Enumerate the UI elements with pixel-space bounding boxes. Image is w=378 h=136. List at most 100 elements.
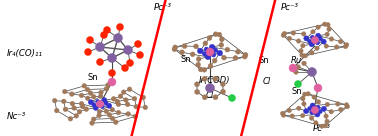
Circle shape xyxy=(98,94,103,99)
Circle shape xyxy=(294,70,298,74)
Circle shape xyxy=(315,41,320,45)
Circle shape xyxy=(91,94,96,99)
Text: Pc⁻³: Pc⁻³ xyxy=(313,124,331,133)
Text: Nc⁻³: Nc⁻³ xyxy=(7,112,26,121)
Circle shape xyxy=(314,84,322,92)
Circle shape xyxy=(104,109,108,114)
Circle shape xyxy=(220,37,224,42)
Circle shape xyxy=(134,104,139,109)
Circle shape xyxy=(228,95,235,101)
Circle shape xyxy=(309,42,314,47)
Circle shape xyxy=(204,47,209,52)
Circle shape xyxy=(312,95,316,99)
Text: Sn: Sn xyxy=(88,73,98,82)
Circle shape xyxy=(322,22,327,26)
Circle shape xyxy=(85,49,91,55)
Circle shape xyxy=(327,27,331,31)
Circle shape xyxy=(202,51,207,56)
Circle shape xyxy=(116,102,121,107)
Text: Pc⁻³: Pc⁻³ xyxy=(281,3,299,12)
Circle shape xyxy=(316,25,320,29)
Circle shape xyxy=(310,51,314,55)
Text: Pc⁻³: Pc⁻³ xyxy=(154,3,172,12)
Circle shape xyxy=(118,94,123,99)
Circle shape xyxy=(213,32,218,37)
Circle shape xyxy=(127,87,132,92)
Circle shape xyxy=(209,44,215,50)
Circle shape xyxy=(74,114,79,118)
Circle shape xyxy=(280,111,285,116)
Circle shape xyxy=(343,44,348,49)
Circle shape xyxy=(212,58,217,63)
Circle shape xyxy=(173,45,178,50)
Circle shape xyxy=(345,104,350,109)
Circle shape xyxy=(309,116,314,120)
Circle shape xyxy=(126,112,130,116)
Circle shape xyxy=(124,46,133,55)
Circle shape xyxy=(85,96,90,101)
Circle shape xyxy=(314,121,318,125)
Circle shape xyxy=(124,98,128,102)
Circle shape xyxy=(115,99,119,104)
Circle shape xyxy=(219,43,224,47)
Circle shape xyxy=(88,91,93,95)
Circle shape xyxy=(318,37,322,41)
Circle shape xyxy=(195,89,200,94)
Circle shape xyxy=(196,62,201,67)
Circle shape xyxy=(302,92,307,96)
Circle shape xyxy=(92,103,96,107)
Circle shape xyxy=(79,93,84,98)
Circle shape xyxy=(296,39,301,43)
Circle shape xyxy=(344,43,349,47)
Circle shape xyxy=(233,55,238,60)
Circle shape xyxy=(299,49,303,53)
Circle shape xyxy=(112,97,116,101)
Circle shape xyxy=(97,113,101,118)
Circle shape xyxy=(110,107,115,112)
Circle shape xyxy=(203,41,208,46)
Circle shape xyxy=(211,52,216,57)
Text: Sn: Sn xyxy=(181,55,191,64)
Circle shape xyxy=(225,47,230,52)
Circle shape xyxy=(281,33,285,37)
Circle shape xyxy=(127,60,133,67)
Circle shape xyxy=(325,32,329,37)
Circle shape xyxy=(93,105,98,110)
Circle shape xyxy=(125,102,130,107)
Circle shape xyxy=(306,92,310,96)
Circle shape xyxy=(113,120,118,124)
Circle shape xyxy=(198,67,203,72)
Circle shape xyxy=(77,109,82,114)
Circle shape xyxy=(308,106,312,111)
Circle shape xyxy=(180,50,184,55)
Circle shape xyxy=(63,107,68,112)
Circle shape xyxy=(96,99,100,104)
Circle shape xyxy=(96,42,104,52)
Circle shape xyxy=(213,76,218,81)
Circle shape xyxy=(68,117,73,121)
Circle shape xyxy=(62,99,66,104)
Circle shape xyxy=(79,101,84,106)
Circle shape xyxy=(106,83,110,87)
Circle shape xyxy=(99,90,103,95)
Circle shape xyxy=(85,87,90,92)
Circle shape xyxy=(116,110,121,115)
Circle shape xyxy=(321,39,326,44)
Circle shape xyxy=(182,44,187,48)
Circle shape xyxy=(97,109,102,114)
Circle shape xyxy=(208,64,213,68)
Circle shape xyxy=(344,103,349,107)
Text: Ru: Ru xyxy=(291,56,302,65)
Circle shape xyxy=(104,101,108,105)
Circle shape xyxy=(108,78,116,86)
Circle shape xyxy=(206,84,214,92)
Circle shape xyxy=(90,121,94,125)
Circle shape xyxy=(291,31,296,35)
Circle shape xyxy=(311,30,315,34)
Circle shape xyxy=(121,64,129,72)
Circle shape xyxy=(207,36,212,40)
Circle shape xyxy=(135,41,141,47)
Circle shape xyxy=(197,48,203,54)
Circle shape xyxy=(96,100,104,108)
Circle shape xyxy=(304,109,309,114)
